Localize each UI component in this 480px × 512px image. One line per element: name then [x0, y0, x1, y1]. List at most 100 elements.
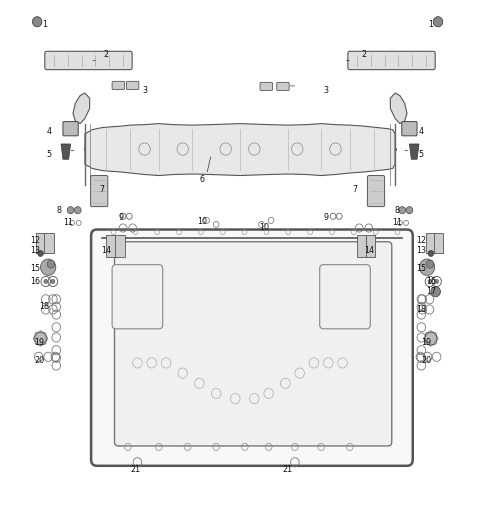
Circle shape	[44, 342, 47, 345]
Circle shape	[67, 207, 74, 214]
Circle shape	[433, 17, 443, 27]
Circle shape	[420, 259, 435, 275]
Bar	[365, 234, 375, 257]
FancyBboxPatch shape	[91, 176, 108, 207]
FancyBboxPatch shape	[45, 51, 132, 70]
FancyBboxPatch shape	[277, 82, 289, 91]
Text: 10: 10	[259, 224, 269, 232]
Text: 19: 19	[35, 338, 45, 347]
Circle shape	[39, 344, 42, 347]
Text: 6: 6	[199, 175, 204, 184]
Polygon shape	[390, 93, 407, 123]
Text: 3: 3	[324, 86, 328, 95]
FancyBboxPatch shape	[320, 265, 370, 329]
Circle shape	[426, 260, 434, 268]
FancyBboxPatch shape	[91, 229, 413, 466]
Text: 7: 7	[352, 185, 357, 194]
Text: 14: 14	[101, 246, 111, 255]
Circle shape	[35, 332, 37, 335]
Text: 11: 11	[63, 219, 73, 227]
Text: 12: 12	[416, 236, 426, 245]
Circle shape	[34, 332, 47, 345]
Circle shape	[51, 280, 55, 284]
Text: 8: 8	[56, 206, 61, 215]
Circle shape	[428, 250, 434, 257]
Text: 17: 17	[426, 287, 436, 296]
Text: 9: 9	[324, 214, 328, 222]
Circle shape	[44, 280, 48, 284]
Text: 4: 4	[419, 127, 424, 136]
Text: 21: 21	[283, 465, 293, 475]
Text: 3: 3	[142, 86, 147, 95]
Text: 18: 18	[39, 303, 49, 311]
Text: 1: 1	[428, 20, 433, 29]
Circle shape	[435, 280, 439, 284]
Bar	[107, 234, 116, 257]
Text: 15: 15	[416, 264, 426, 273]
Circle shape	[406, 207, 413, 214]
Circle shape	[425, 332, 428, 335]
Circle shape	[45, 337, 48, 340]
FancyBboxPatch shape	[126, 81, 139, 90]
Polygon shape	[73, 93, 90, 123]
Circle shape	[425, 342, 428, 345]
Text: 4: 4	[47, 127, 52, 136]
FancyBboxPatch shape	[260, 82, 273, 91]
FancyBboxPatch shape	[367, 176, 384, 207]
Circle shape	[399, 207, 406, 214]
Circle shape	[47, 260, 55, 268]
FancyBboxPatch shape	[348, 51, 435, 70]
Bar	[426, 233, 436, 253]
Text: 12: 12	[30, 236, 40, 245]
Text: 13: 13	[416, 246, 426, 255]
Text: 8: 8	[395, 206, 400, 215]
Bar	[115, 234, 124, 257]
Text: 16: 16	[426, 277, 436, 286]
Circle shape	[428, 280, 432, 284]
Circle shape	[434, 342, 437, 345]
Text: 10: 10	[197, 217, 207, 226]
FancyBboxPatch shape	[112, 81, 124, 90]
Text: 7: 7	[99, 185, 104, 194]
Circle shape	[431, 287, 441, 297]
Text: 20: 20	[421, 356, 431, 365]
Text: 11: 11	[393, 219, 403, 227]
Text: 9: 9	[118, 214, 123, 222]
Bar	[44, 233, 54, 253]
Polygon shape	[85, 123, 395, 176]
Text: 15: 15	[30, 264, 40, 273]
Circle shape	[37, 250, 43, 257]
Text: 5: 5	[47, 150, 52, 159]
Text: 16: 16	[30, 277, 40, 286]
Text: 19: 19	[421, 338, 431, 347]
Text: 13: 13	[30, 246, 40, 255]
Circle shape	[436, 337, 439, 340]
Circle shape	[423, 337, 426, 340]
Circle shape	[39, 330, 42, 333]
Circle shape	[44, 332, 47, 335]
Bar	[357, 234, 366, 257]
FancyBboxPatch shape	[115, 242, 392, 446]
Polygon shape	[61, 144, 71, 159]
Bar	[434, 233, 444, 253]
Circle shape	[434, 332, 437, 335]
Circle shape	[33, 337, 36, 340]
FancyBboxPatch shape	[402, 121, 417, 136]
Circle shape	[430, 330, 432, 333]
Text: 20: 20	[35, 356, 45, 365]
Text: 2: 2	[104, 50, 109, 59]
Text: 1: 1	[42, 20, 47, 29]
FancyBboxPatch shape	[112, 265, 163, 329]
Circle shape	[35, 342, 37, 345]
Text: 18: 18	[416, 305, 426, 314]
Text: 14: 14	[364, 246, 374, 255]
Text: 2: 2	[361, 50, 367, 59]
Text: 21: 21	[130, 465, 140, 475]
Circle shape	[430, 344, 432, 347]
Circle shape	[33, 17, 42, 27]
Polygon shape	[409, 144, 419, 159]
Circle shape	[74, 207, 81, 214]
Circle shape	[40, 259, 56, 275]
Text: 5: 5	[419, 150, 424, 159]
Bar	[36, 233, 46, 253]
